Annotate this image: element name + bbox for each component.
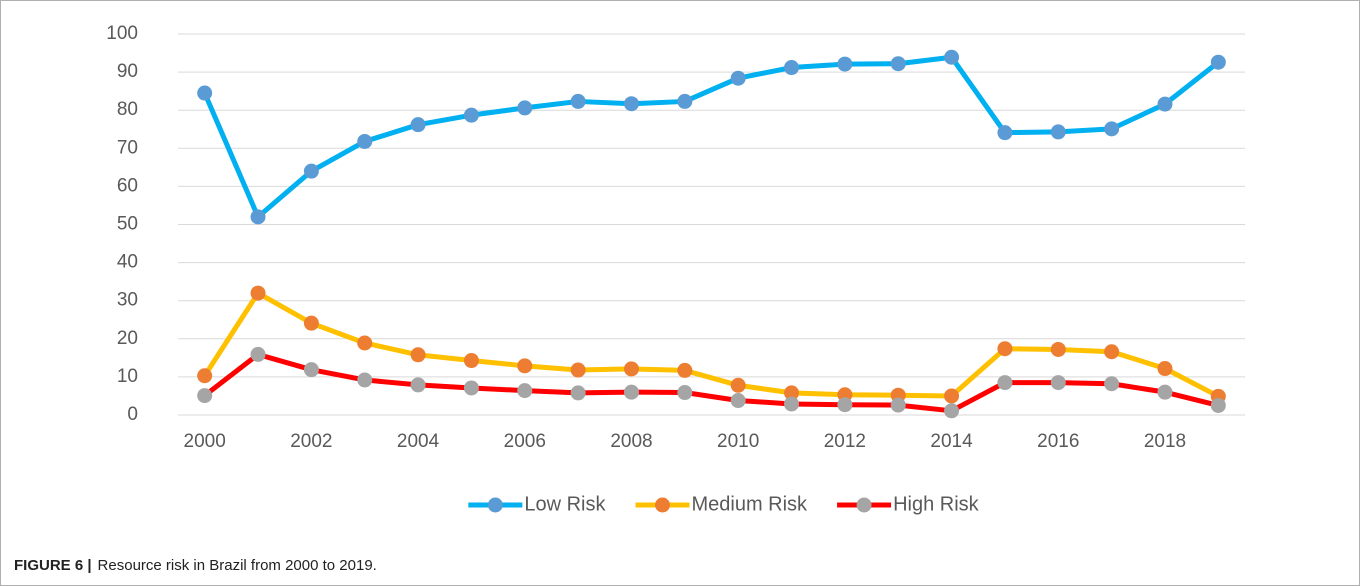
point: [1210, 54, 1226, 70]
x-tick-label: 2016: [1037, 431, 1079, 452]
point: [730, 70, 746, 86]
point: [623, 384, 639, 400]
point: [463, 353, 479, 369]
point: [730, 377, 746, 393]
x-tick-label: 2008: [610, 431, 652, 452]
point: [623, 96, 639, 112]
point: [1104, 344, 1120, 360]
point: [570, 385, 586, 401]
point: [1157, 96, 1173, 112]
point: [1210, 397, 1226, 413]
point: [784, 385, 800, 401]
y-tick-label: 40: [117, 252, 138, 273]
x-tick-label: 2000: [184, 431, 226, 452]
point: [944, 388, 960, 404]
point: [1050, 375, 1066, 391]
legend-marker: [487, 497, 503, 513]
point: [250, 346, 266, 362]
point: [944, 49, 960, 65]
point: [463, 107, 479, 123]
point: [410, 117, 426, 133]
point: [837, 56, 853, 72]
x-tick-label: 2012: [824, 431, 866, 452]
point: [997, 341, 1013, 357]
y-tick-label: 10: [117, 366, 138, 387]
point: [517, 383, 533, 399]
point: [677, 362, 693, 378]
y-tick-label: 90: [117, 61, 138, 82]
caption: Resource risk in Brazil from 2000 to 201…: [98, 557, 377, 574]
point: [197, 85, 213, 101]
x-tick-label: 2002: [290, 431, 332, 452]
legend-marker: [856, 497, 872, 513]
point: [784, 396, 800, 412]
legend-label: Low Risk: [524, 493, 606, 515]
point: [730, 393, 746, 409]
y-tick-label: 60: [117, 175, 138, 196]
point: [357, 372, 373, 388]
x-tick-label: 2010: [717, 431, 759, 452]
legend-label: High Risk: [893, 493, 980, 515]
point: [410, 377, 426, 393]
point: [1157, 384, 1173, 400]
point: [303, 163, 319, 179]
point: [570, 362, 586, 378]
x-tick-label: 2004: [397, 431, 440, 452]
point: [890, 56, 906, 72]
legend-label: Medium Risk: [691, 493, 808, 515]
point: [997, 375, 1013, 391]
point: [1050, 341, 1066, 357]
x-tick-label: 2014: [930, 431, 973, 452]
caption-label: FIGURE 6 |: [14, 557, 92, 574]
y-tick-label: 70: [117, 137, 138, 158]
point: [463, 380, 479, 396]
x-tick-label: 2006: [504, 431, 546, 452]
point: [623, 361, 639, 377]
point: [197, 368, 213, 384]
point: [303, 315, 319, 331]
point: [1050, 124, 1066, 140]
point: [250, 285, 266, 301]
point: [570, 93, 586, 109]
series-line: [202, 290, 1220, 399]
y-tick-label: 20: [117, 328, 138, 349]
point: [357, 335, 373, 351]
point: [357, 133, 373, 149]
point: [944, 403, 960, 419]
legend-marker: [654, 497, 670, 513]
point: [784, 60, 800, 76]
point: [837, 397, 853, 413]
y-tick-label: 80: [117, 99, 138, 120]
point: [303, 362, 319, 378]
y-tick-label: 100: [106, 23, 138, 44]
point: [1104, 376, 1120, 392]
point: [997, 125, 1013, 141]
point: [890, 397, 906, 413]
point: [250, 209, 266, 225]
series-line: [203, 351, 1219, 414]
series-line: [202, 54, 1220, 220]
point: [677, 385, 693, 401]
y-tick-label: 0: [127, 404, 138, 425]
y-tick-label: 30: [117, 290, 138, 311]
point: [1104, 121, 1120, 137]
point: [517, 358, 533, 374]
point: [1157, 361, 1173, 377]
y-tick-label: 50: [117, 214, 138, 235]
point: [517, 100, 533, 116]
point: [410, 347, 426, 363]
x-tick-label: 2018: [1144, 431, 1186, 452]
point: [197, 388, 213, 404]
point: [677, 93, 693, 109]
